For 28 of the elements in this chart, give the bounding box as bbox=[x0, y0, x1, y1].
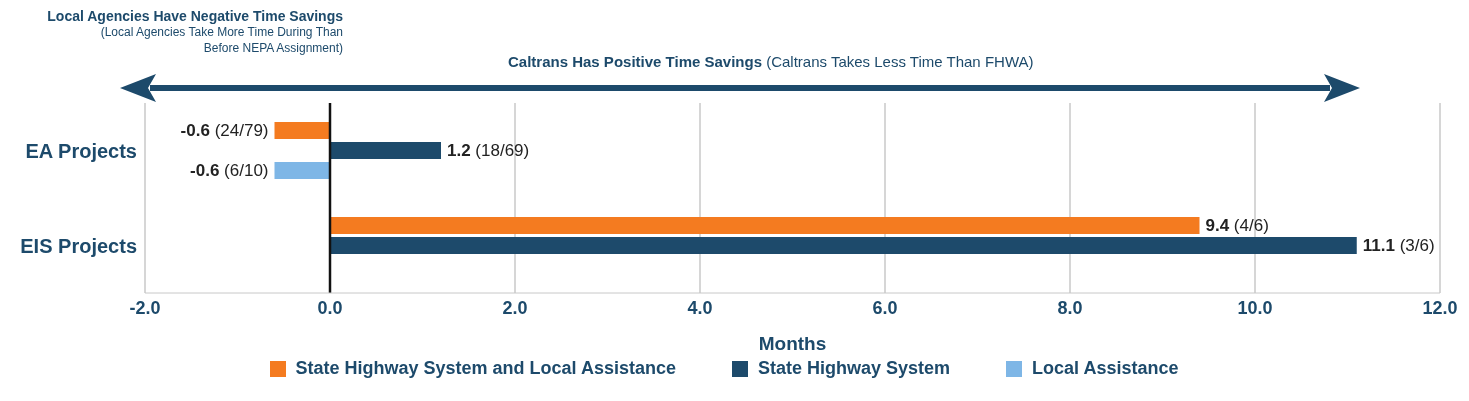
legend-label: Local Assistance bbox=[1031, 358, 1179, 379]
text: (Local Agencies Take More Time During Than Before NEPA Assignment) bbox=[99, 24, 343, 56]
data-label: 11.1 (3/6) bbox=[1362, 236, 1435, 256]
legend-label: State Highway System and Local Assistance bbox=[294, 358, 676, 379]
text: (Caltrans Takes Less Time Than FHWA) bbox=[766, 53, 1034, 70]
data-label: -0.6 (24/79) bbox=[180, 121, 269, 141]
x-tick-label: 0.0 bbox=[317, 297, 343, 318]
legend-label: State Highway System bbox=[757, 358, 951, 379]
bar bbox=[274, 162, 330, 179]
bar bbox=[330, 237, 1357, 254]
y-tick-label: EIS Projects bbox=[20, 234, 137, 257]
x-tick-label: -2.0 bbox=[129, 297, 161, 318]
bar bbox=[330, 217, 1200, 234]
x-tick-label: 6.0 bbox=[872, 297, 898, 318]
x-axis-title: Months bbox=[758, 333, 827, 354]
x-tick-label: 12.0 bbox=[1422, 297, 1458, 318]
x-tick-label: 4.0 bbox=[687, 297, 713, 318]
y-tick-label: EA Projects bbox=[25, 139, 137, 162]
bar bbox=[330, 142, 441, 159]
x-tick-label: 8.0 bbox=[1057, 297, 1083, 318]
data-label: 9.4 (4/6) bbox=[1205, 216, 1269, 236]
data-label: 1.2 (18/69) bbox=[447, 141, 530, 161]
text: Local Agencies Have Negative Time Savings bbox=[46, 8, 343, 24]
x-tick-label: 10.0 bbox=[1237, 297, 1273, 318]
bar bbox=[274, 122, 330, 139]
text: Caltrans Has Positive Time Savings bbox=[508, 53, 762, 70]
x-tick-label: 2.0 bbox=[502, 297, 528, 318]
data-label: -0.6 (6/10) bbox=[190, 161, 269, 181]
